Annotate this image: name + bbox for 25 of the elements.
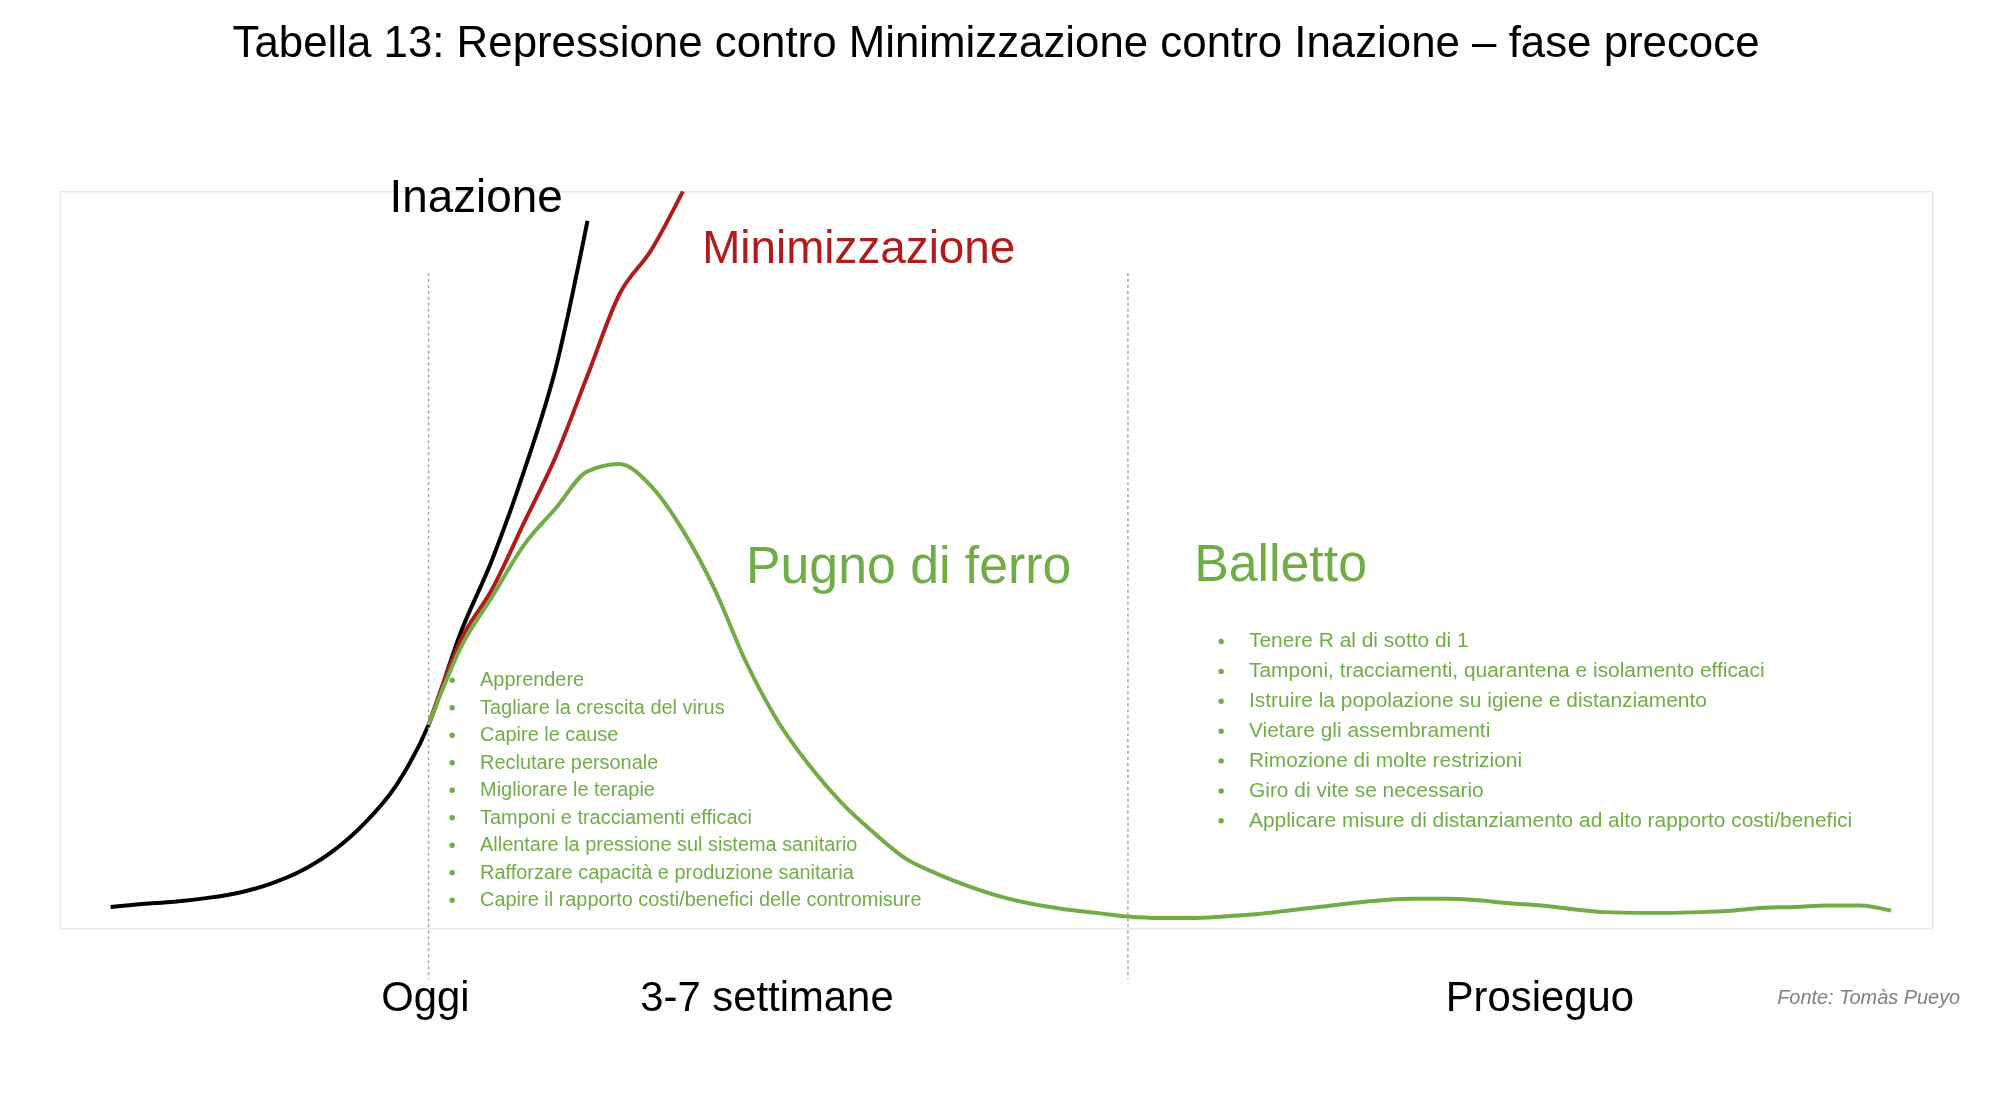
annotation: Applicare misure di distanziamento ad alto rapporto costi/benefici [1249, 807, 1853, 831]
annotation: Balletto [1194, 533, 1367, 592]
chart-title: Tabella 13: Repressione contro Minimizzazione contro Inazione – fase precoce [232, 16, 1760, 66]
annotation: Rimozione di molte restrizioni [1249, 747, 1523, 771]
annotation: Apprendere [480, 668, 585, 691]
annotation: Tenere R al di sotto di 1 [1249, 628, 1469, 652]
annotation: Reclutare personale [480, 750, 659, 773]
source-note: Fonte: Tomàs Pueyo [1777, 986, 1961, 1009]
annotation: Capire il rapporto costi/benefici delle contromisure [480, 888, 922, 911]
series-label: Inazione [389, 171, 563, 223]
text: Prosieguo [1445, 973, 1635, 1021]
annotation: Tamponi, tracciamenti, quarantena e isolamento efficaci [1249, 658, 1765, 682]
annotation: Tamponi e tracciamenti efficaci [480, 805, 752, 828]
series-label: Minimizzazione [702, 222, 1016, 274]
annotation: Rafforzare capacità e produzione sanitaria [480, 860, 855, 883]
annotation: Istruire la popolazione su igiene e distanziamento [1249, 688, 1707, 712]
annotation: Migliorare le terapie [480, 778, 655, 801]
annotation: Capire le cause [480, 723, 619, 746]
text: Oggi [381, 973, 470, 1021]
annotation: Vietare gli assembramenti [1249, 718, 1491, 742]
text: 3-7 settimane [640, 973, 894, 1021]
series-label: Pugno di ferro [746, 535, 1072, 594]
annotation: Tagliare la crescita del virus [480, 695, 725, 718]
annotation: Giro di vite se necessario [1249, 777, 1484, 801]
annotation: Allentare la pressione sul sistema sanitario [480, 833, 858, 856]
